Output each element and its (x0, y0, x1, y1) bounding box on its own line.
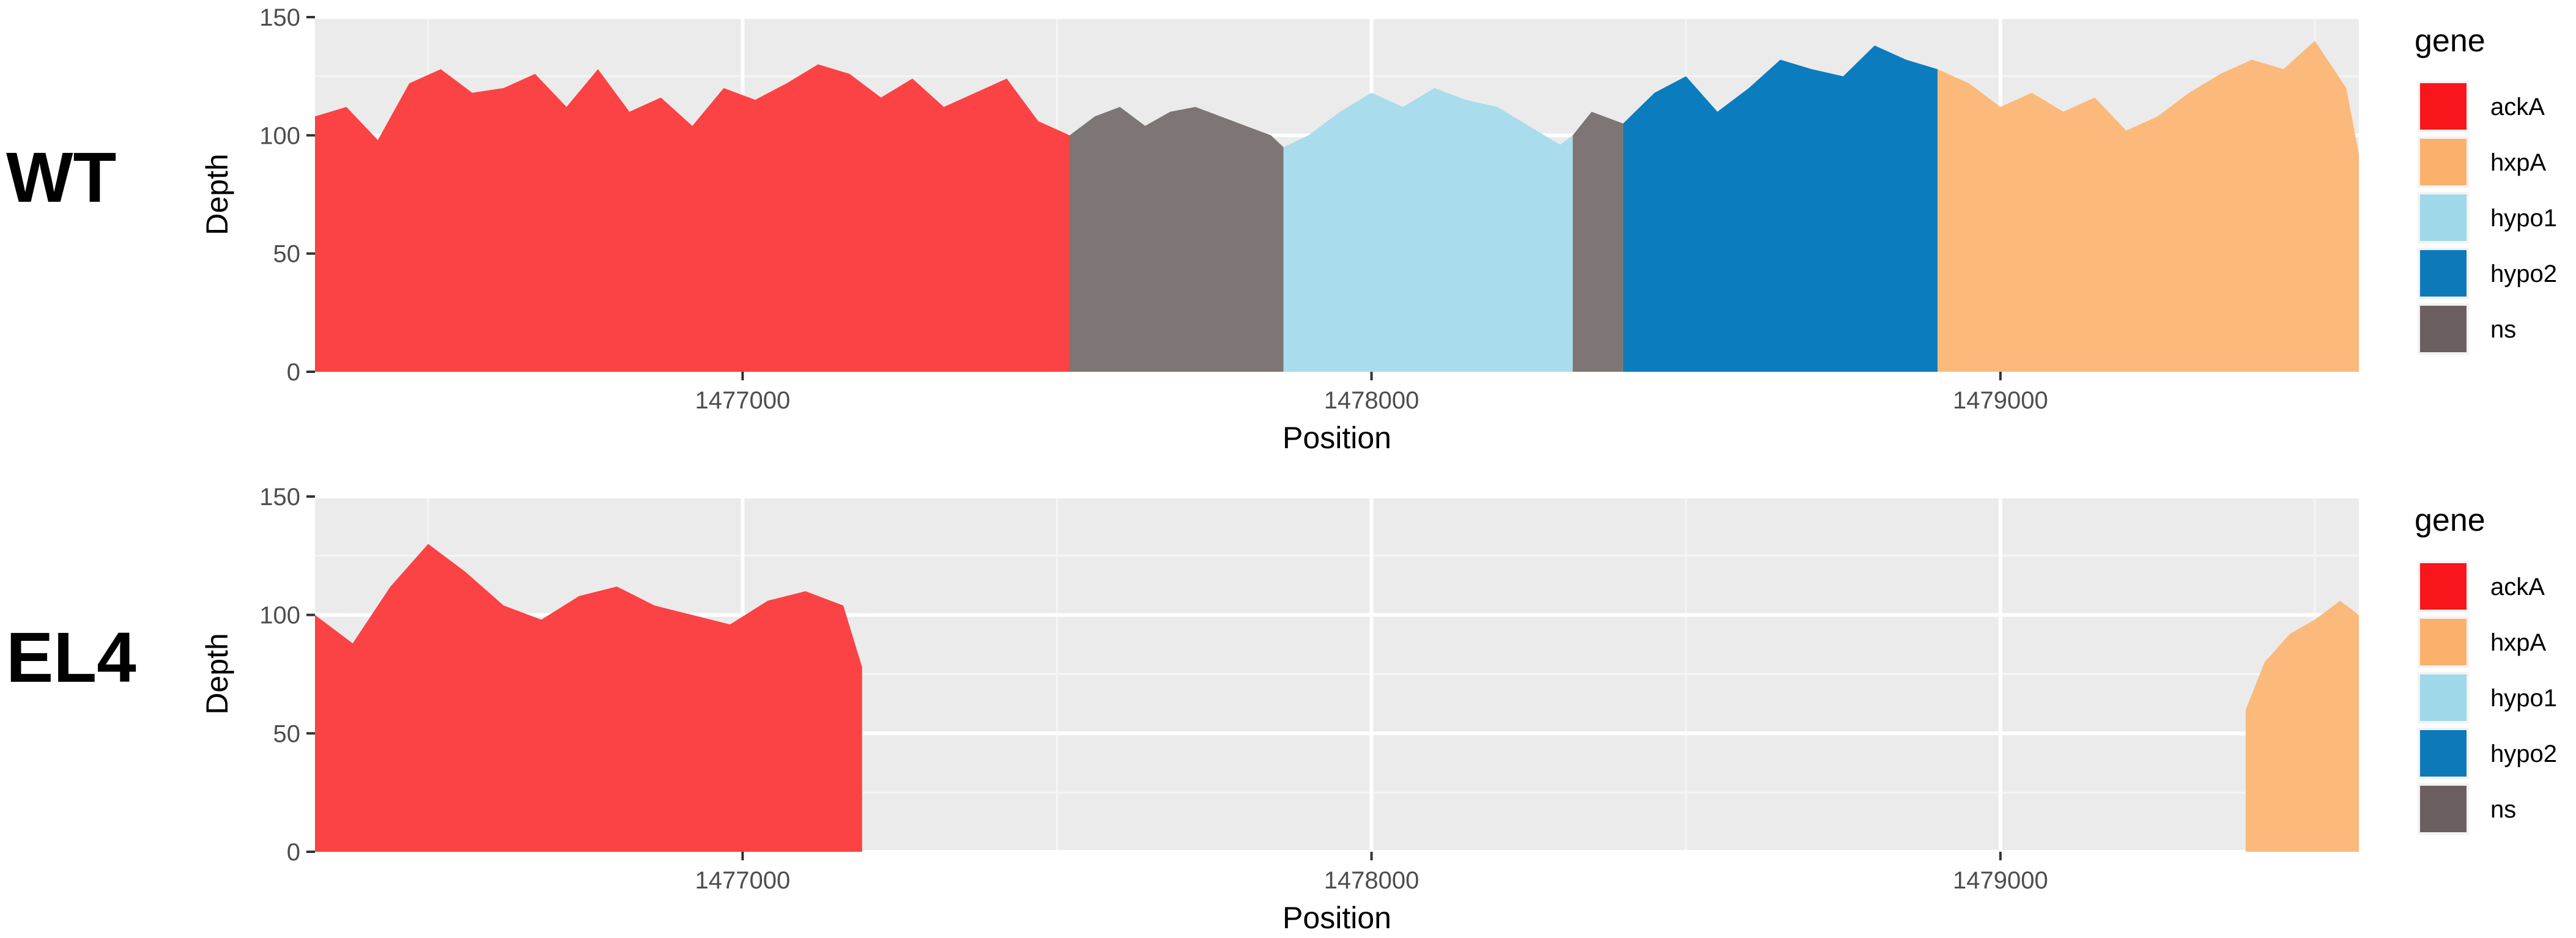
area-hxpA (2245, 600, 2359, 852)
x-tick-label: 1479000 (1953, 387, 2048, 414)
y-tick-label: 0 (287, 359, 300, 386)
legend-swatch-hxpA (2420, 139, 2467, 185)
legend-label-ns: ns (2490, 796, 2516, 823)
x-axis-title: Position (1282, 901, 1391, 935)
y-tick-label: 0 (287, 839, 300, 866)
panel-label: EL4 (6, 618, 136, 697)
chart-panel-el4: 0 50 100 150 1477000 1478000 1479000 Position De… (6, 484, 2557, 935)
y-tick-label: 100 (259, 122, 300, 149)
legend-label-hypo2: hypo2 (2490, 740, 2557, 767)
area-hxpA (1938, 40, 2359, 372)
x-tick-label: 1477000 (695, 387, 790, 414)
legend-label-ackA: ackA (2490, 574, 2545, 600)
y-tick-label: 100 (259, 602, 300, 629)
legend: gene ackA hxpA hypo1 hypo2 ns (2415, 23, 2557, 355)
x-tick-label: 1477000 (695, 867, 790, 894)
y-tick-label: 50 (273, 720, 301, 747)
legend-swatch-hypo1 (2420, 674, 2467, 721)
legend: gene ackA hxpA hypo1 hypo2 ns (2415, 503, 2557, 835)
y-tick-label: 150 (259, 4, 300, 31)
x-tick-label: 1478000 (1324, 867, 1419, 894)
legend-title: gene (2415, 503, 2485, 538)
panel-label: WT (6, 138, 116, 217)
y-axis-title: Depth (200, 633, 234, 714)
legend-label-hypo1: hypo1 (2490, 205, 2557, 232)
legend-label-ackA: ackA (2490, 94, 2545, 120)
area-ns (1572, 111, 1623, 372)
legend-label-hxpA: hxpA (2490, 629, 2546, 656)
legend-title: gene (2415, 23, 2485, 59)
legend-label-hypo1: hypo1 (2490, 685, 2557, 712)
chart-panel-wt: 0 50 100 150 1477000 1478000 1479000 Position De… (6, 4, 2557, 455)
y-tick-label: 50 (273, 241, 301, 268)
x-tick-label: 1479000 (1953, 867, 2048, 894)
legend-swatch-hypo2 (2420, 250, 2467, 297)
area-ns (1070, 106, 1284, 372)
legend-label-hxpA: hxpA (2490, 149, 2546, 176)
legend-swatch-hypo1 (2420, 194, 2467, 241)
legend-swatch-hxpA (2420, 619, 2467, 665)
legend-swatch-ns (2420, 786, 2467, 832)
area-ackA (315, 544, 862, 852)
area-hypo2 (1623, 45, 1938, 372)
x-axis-title: Position (1282, 421, 1391, 455)
legend-swatch-ackA (2420, 563, 2467, 610)
y-axis-title: Depth (200, 153, 234, 235)
legend-label-hypo2: hypo2 (2490, 260, 2557, 287)
legend-swatch-hypo2 (2420, 730, 2467, 777)
legend-swatch-ns (2420, 306, 2467, 352)
x-tick-label: 1478000 (1324, 387, 1419, 414)
legend-label-ns: ns (2490, 316, 2516, 343)
area-hypo1 (1283, 88, 1573, 372)
area-ackA (315, 64, 1070, 372)
legend-swatch-ackA (2420, 83, 2467, 130)
y-tick-label: 150 (259, 484, 300, 511)
